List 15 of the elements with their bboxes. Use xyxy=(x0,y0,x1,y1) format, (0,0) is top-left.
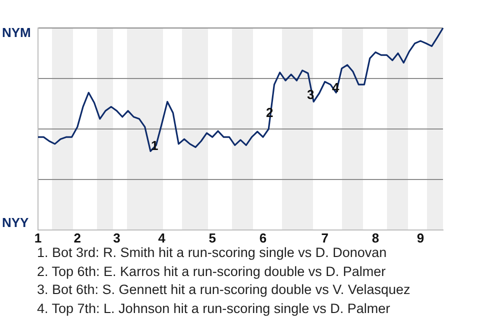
text: 4. Top 7th: L. Johnson hit a run-scoring single vs D. Palmer xyxy=(37,300,392,318)
text: 3. Bot 6th: S. Gennett hit a run-scoring double vs V. Velasquez xyxy=(37,281,410,299)
x-tick-label: 6 xyxy=(259,230,267,246)
text: 2. Top 6th: E. Karros hit a run-scoring double vs D. Palmer xyxy=(37,262,387,281)
x-tick-label: 3 xyxy=(113,230,120,246)
x-tick-label: 8 xyxy=(372,230,380,246)
x-tick-label: 4 xyxy=(158,230,166,246)
x-tick-label: 9 xyxy=(416,230,424,246)
text: 1. Bot 3rd: R. Smith hit a run-scoring single vs D. Donovan xyxy=(37,244,388,262)
text: NYM xyxy=(2,25,31,40)
x-tick-label: 1 xyxy=(34,230,42,246)
x-tick-label: 5 xyxy=(208,230,216,246)
x-tick-label: 7 xyxy=(321,230,328,246)
text: NYY xyxy=(2,215,29,230)
x-tick-label: 2 xyxy=(74,230,81,246)
